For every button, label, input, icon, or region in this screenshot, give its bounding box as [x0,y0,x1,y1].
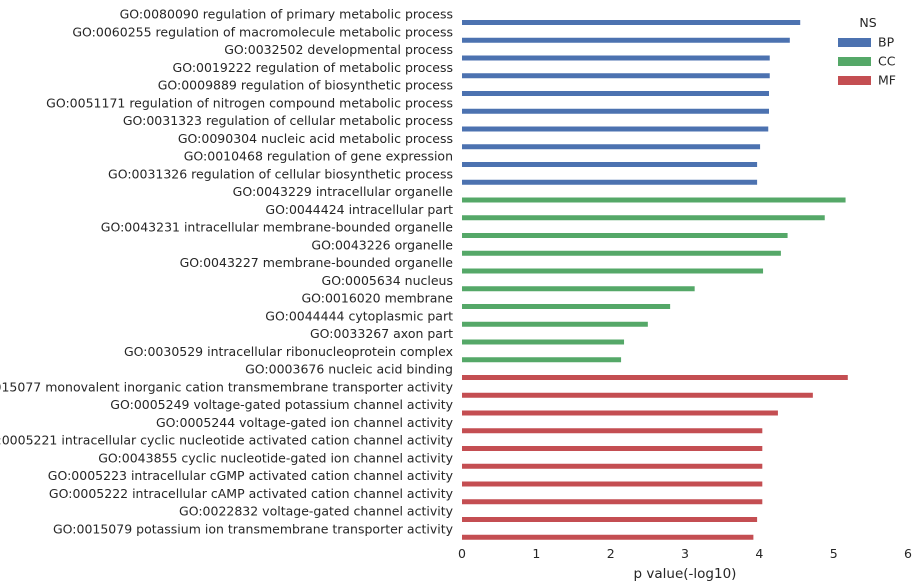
bar-bp [462,126,769,132]
category-label: GO:0015077 monovalent inorganic cation t… [0,379,454,394]
x-tick-label: 5 [830,546,838,561]
category-label: GO:0016020 membrane [301,291,453,306]
bar-cc [462,268,764,274]
bar-mf [462,499,763,505]
bar-cc [462,357,622,363]
category-label: GO:0043231 intracellular membrane-bounde… [101,220,454,235]
category-label: GO:0022832 voltage-gated channel activit… [179,504,454,519]
x-tick-label: 6 [904,546,912,561]
bar-bp [462,162,758,167]
bar-cc [462,233,788,238]
bar-mf [462,392,813,398]
bar-cc [462,250,781,256]
legend-label-bp: BP [878,35,895,50]
bar-cc [462,215,825,221]
x-tick-label: 3 [681,546,689,561]
bar-cc [462,304,671,309]
x-axis-title: p value(-log10) [634,566,737,582]
category-label: GO:0005221 intracellular cyclic nucleoti… [0,433,454,448]
bar-cc [462,197,846,203]
category-label: GO:0030529 intracellular ribonucleoprote… [124,344,453,359]
x-tick-label: 1 [532,546,540,561]
category-label: GO:0043855 cyclic nucleotide-gated ion c… [98,450,453,465]
category-label: GO:0031326 regulation of cellular biosyn… [108,166,453,181]
category-label: GO:0005249 voltage-gated potassium chann… [110,397,453,412]
category-label: GO:0033267 axon part [310,326,453,341]
bar-bp [462,20,801,25]
category-label: GO:0032502 developmental process [224,42,453,57]
bar-mf [462,410,778,416]
category-label: GO:0009889 regulation of biosynthetic pr… [158,78,453,93]
bar-bp [462,55,770,61]
bar-mf [462,428,763,434]
category-label: GO:0015079 potassium ion transmembrane t… [53,521,454,536]
bar-bp [462,91,769,96]
category-label: GO:0005244 voltage-gated ion channel act… [156,415,454,430]
category-label: GO:0080090 regulation of primary metabol… [120,7,453,22]
category-label: GO:0051171 regulation of nitrogen compou… [46,95,453,110]
bar-mf [462,446,763,451]
category-labels: GO:0080090 regulation of primary metabol… [0,7,454,537]
category-label: GO:0003676 nucleic acid binding [245,362,453,377]
category-label: GO:0043229 intracellular organelle [233,184,454,199]
legend-swatch-cc [838,57,871,66]
bars-group [462,20,848,540]
category-label: GO:0019222 regulation of metabolic proce… [173,60,453,75]
bar-cc [462,286,695,292]
category-label: GO:0044444 cytoplasmic part [265,308,453,323]
category-label: GO:0005222 intracellular cAMP activated … [49,486,454,501]
bar-mf [462,463,763,469]
bar-bp [462,179,758,185]
category-label: GO:0043227 membrane-bounded organelle [180,255,454,270]
legend-title: NS [859,15,876,30]
x-tick-label: 0 [458,546,466,561]
category-label: GO:0043226 organelle [311,237,453,252]
bar-cc [462,321,648,327]
x-tick-label: 2 [607,546,615,561]
legend: NS BP CC MF [838,15,896,88]
category-label: GO:0010468 regulation of gene expression [184,149,453,164]
bar-mf [462,375,848,380]
x-tick-labels: 0 1 2 3 4 5 6 [458,546,912,561]
legend-swatch-bp [838,38,871,47]
bar-cc [462,339,625,345]
category-label: GO:0005223 intracellular cGMP activated … [48,468,454,483]
category-label: GO:0031323 regulation of cellular metabo… [123,113,453,128]
legend-swatch-mf [838,76,871,85]
category-label: GO:0090304 nucleic acid metabolic proces… [178,131,453,146]
category-label: GO:0060255 regulation of macromolecule m… [72,24,453,39]
category-label: GO:0005634 nucleus [322,273,453,288]
bar-bp [462,37,790,43]
legend-label-cc: CC [878,54,896,69]
bar-mf [462,481,763,487]
category-label: GO:0044424 intracellular part [265,202,453,217]
x-tick-label: 4 [755,546,763,561]
bar-mf [462,534,754,540]
legend-label-mf: MF [878,73,896,88]
bar-mf [462,517,758,522]
bar-bp [462,73,770,79]
bar-bp [462,144,761,150]
bar-bp [462,108,769,114]
